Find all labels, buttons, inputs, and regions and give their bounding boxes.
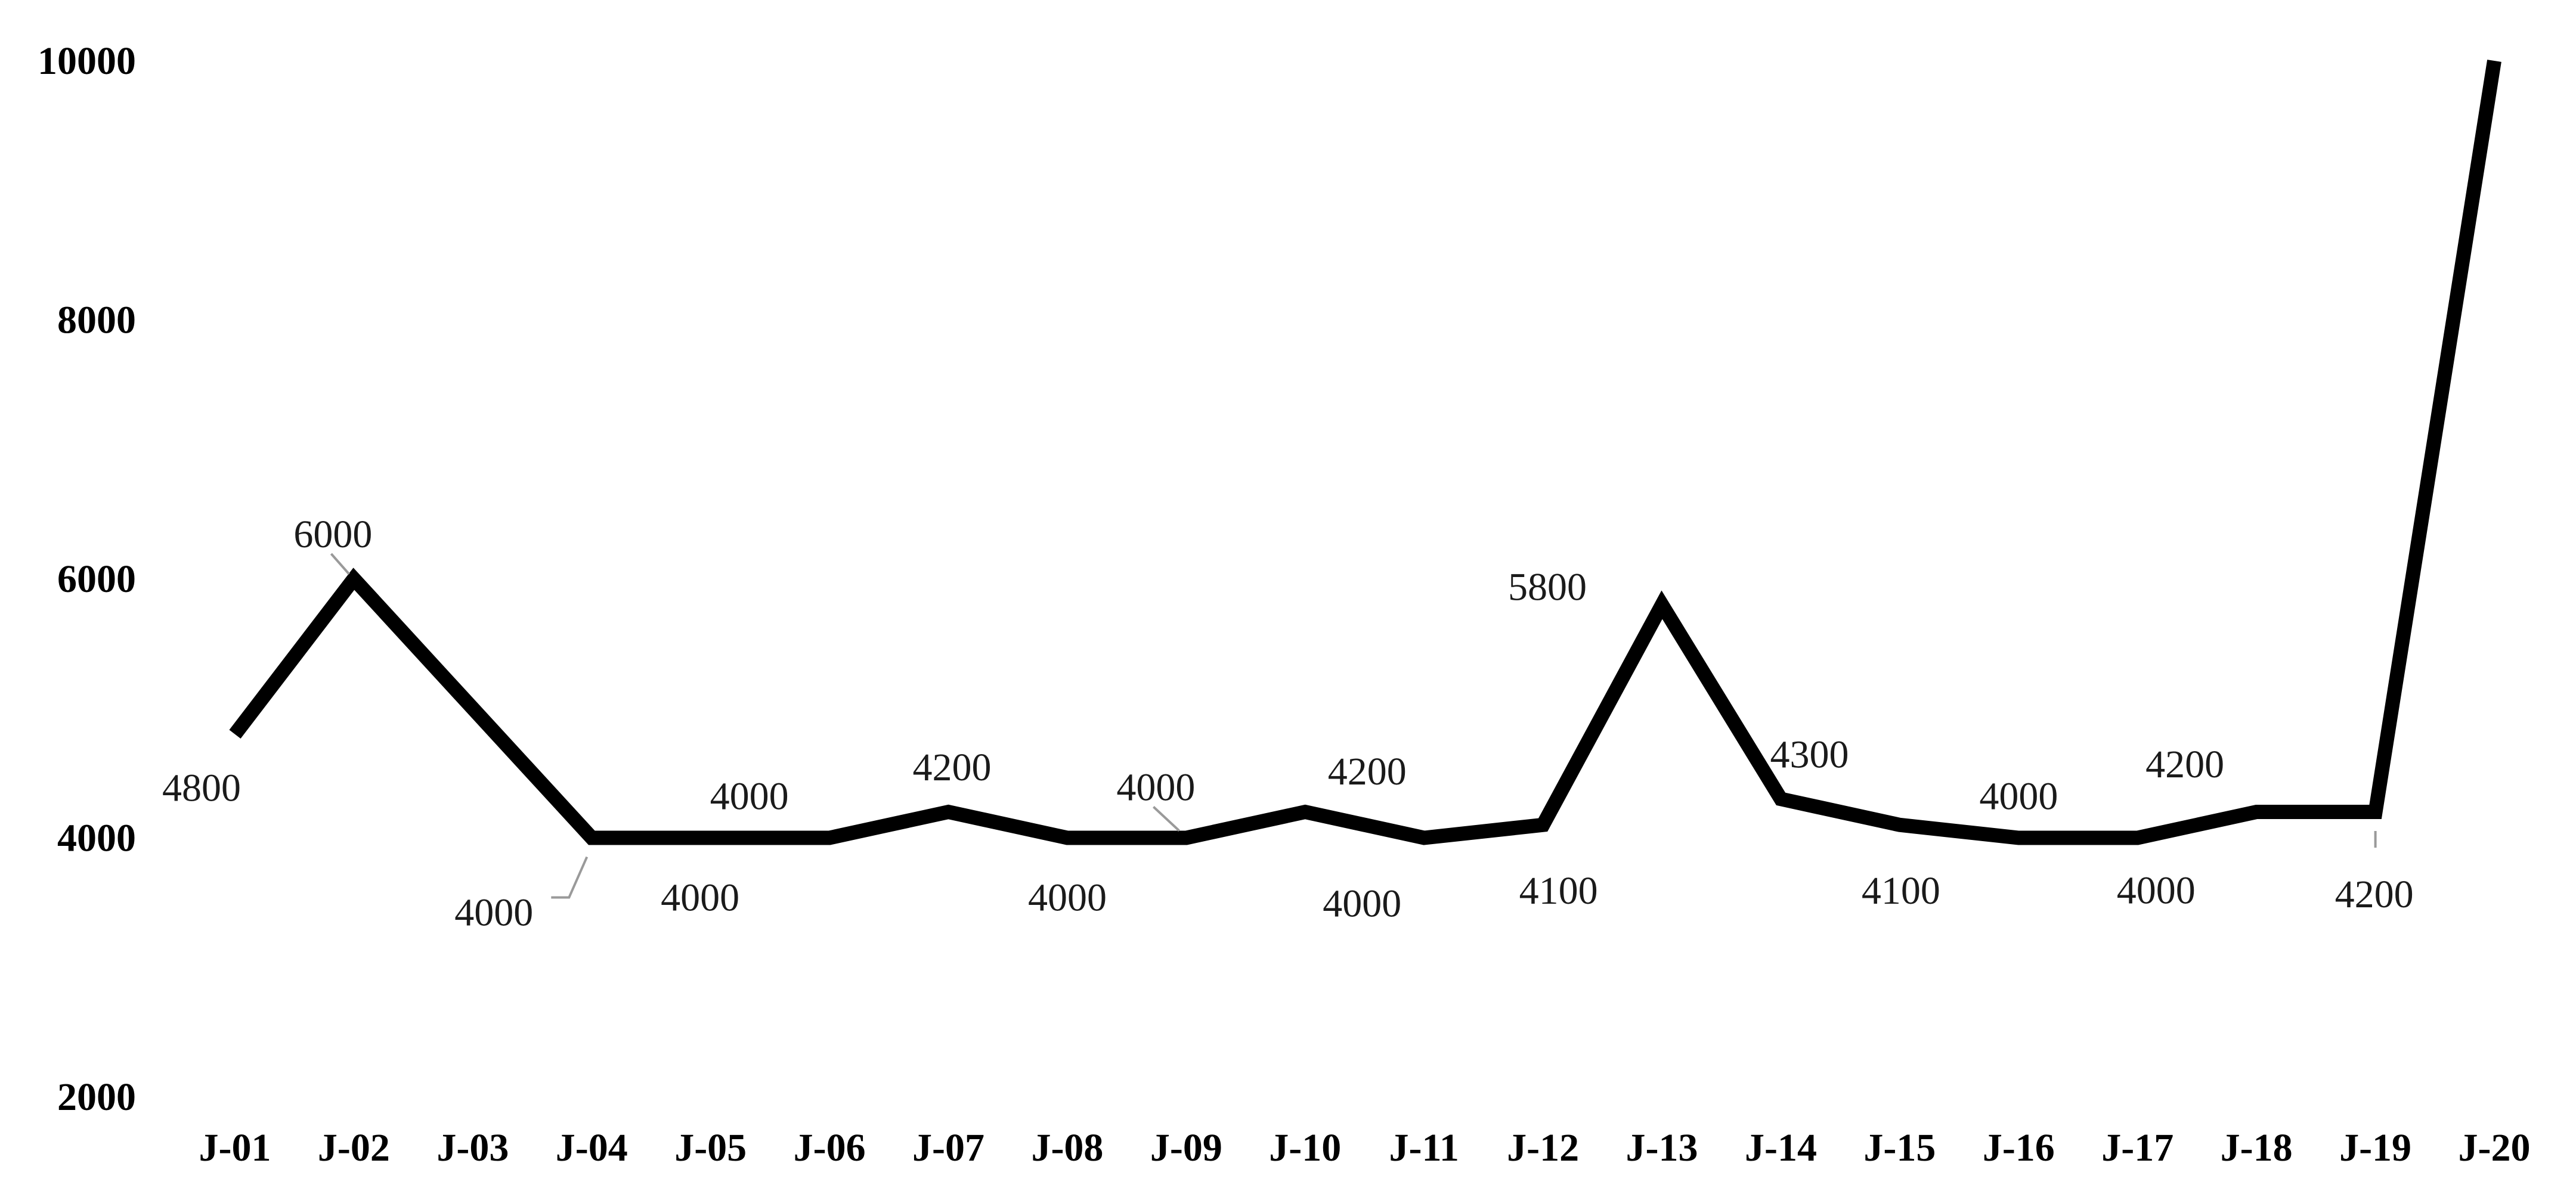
y-tick-label: 2000 xyxy=(57,1075,136,1119)
series-line xyxy=(229,60,2501,845)
x-tick-label: J-19 xyxy=(2339,1126,2411,1170)
y-tick-label: 4000 xyxy=(57,817,136,860)
data-label: 4000 xyxy=(454,891,533,935)
x-tick-label: J-07 xyxy=(912,1126,984,1170)
x-tick-label: J-14 xyxy=(1745,1126,1817,1170)
data-label: 4200 xyxy=(2335,873,2414,916)
x-tick-label: J-10 xyxy=(1269,1126,1341,1170)
x-tick-label: J-17 xyxy=(2101,1126,2174,1170)
leader-line xyxy=(330,553,350,575)
x-tick-label: J-09 xyxy=(1150,1126,1222,1170)
x-tick-label: J-13 xyxy=(1626,1126,1698,1170)
y-tick-label: 6000 xyxy=(57,557,136,601)
data-labels: 4800 6000 4000 4000 4000 4200 4000 4000 4200 4000… xyxy=(162,513,2414,935)
data-label: 4800 xyxy=(162,767,241,810)
data-label: 4000 xyxy=(1116,766,1195,810)
x-tick-label: J-02 xyxy=(318,1126,390,1170)
x-tick-label: J-20 xyxy=(2459,1126,2531,1170)
x-tick-label: J-03 xyxy=(436,1126,509,1170)
data-label-leader-lines xyxy=(330,553,2377,899)
x-tick-label: J-01 xyxy=(199,1126,271,1170)
x-tick-label: J-05 xyxy=(674,1126,747,1170)
data-label: 4200 xyxy=(913,746,992,789)
x-tick-label: J-08 xyxy=(1031,1126,1103,1170)
data-label: 6000 xyxy=(293,513,372,556)
x-tick-label: J-18 xyxy=(2221,1126,2293,1170)
data-label: 4000 xyxy=(1979,775,2058,818)
leader-line xyxy=(551,856,589,899)
data-label: 4100 xyxy=(1519,869,1598,913)
data-label: 4200 xyxy=(1328,750,1407,793)
x-tick-label: J-15 xyxy=(1863,1126,1936,1170)
data-label: 4300 xyxy=(1770,733,1849,776)
y-axis-tick-labels: 2000 4000 6000 8000 10000 xyxy=(38,39,136,1119)
x-tick-label: J-12 xyxy=(1507,1126,1579,1170)
data-label: 4000 xyxy=(661,876,739,920)
x-tick-label: J-11 xyxy=(1389,1126,1459,1170)
data-label: 4000 xyxy=(1028,876,1107,920)
data-label: 4100 xyxy=(1862,869,1940,913)
data-label: 4000 xyxy=(2117,869,2196,913)
x-tick-label: J-16 xyxy=(1983,1126,2055,1170)
data-label: 5800 xyxy=(1508,565,1587,609)
x-axis-tick-labels: J-01 J-02 J-03 J-04 J-05 J-06 J-07 J-08 J-09 J-10… xyxy=(199,1126,2531,1170)
data-label: 4000 xyxy=(1323,882,1401,926)
leader-line xyxy=(1153,806,1180,832)
series-lines xyxy=(229,60,2501,845)
data-label: 4200 xyxy=(2145,743,2224,786)
x-tick-label: J-06 xyxy=(794,1126,866,1170)
x-tick-label: J-04 xyxy=(556,1126,628,1170)
y-tick-label: 10000 xyxy=(38,39,136,83)
data-label: 4000 xyxy=(710,775,789,818)
y-tick-label: 8000 xyxy=(57,299,136,342)
